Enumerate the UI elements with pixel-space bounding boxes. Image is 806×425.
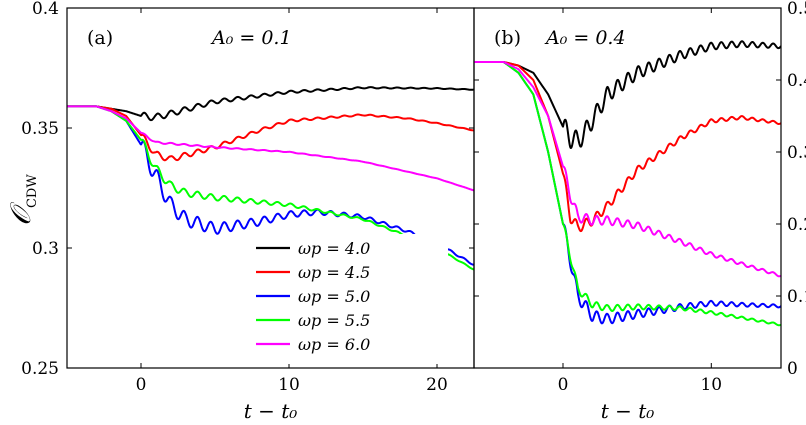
legend: ωp = 4.0 ωp = 4.5 ωp = 5.0 ωp = 5.5 ωp = 6.0 xyxy=(248,234,448,364)
y-tick-label-b-0: 0 xyxy=(787,359,798,379)
legend-label-2: ωp = 5.0 xyxy=(298,287,370,306)
y-tick-label-a-0: 0.25 xyxy=(21,359,59,379)
panel-a-xlabel: t − t₀ xyxy=(244,399,298,423)
y-tick-label-a-1: 0.3 xyxy=(32,239,59,259)
y-tick-label-a-3: 0.4 xyxy=(32,0,59,19)
series-line-a-2 xyxy=(67,105,474,266)
legend-label-4: ωp = 6.0 xyxy=(298,335,370,354)
y-tick-label-a-2: 0.35 xyxy=(21,119,59,139)
series-line-b-0 xyxy=(474,40,781,149)
series-line-b-2 xyxy=(474,61,781,325)
x-tick-label-a-0: 0 xyxy=(136,375,147,395)
series-line-a-0 xyxy=(67,86,474,122)
series-line-a-4 xyxy=(67,105,474,192)
y-axis-label-subscript: CDW xyxy=(25,174,40,208)
series-line-b-1 xyxy=(474,61,781,233)
y-tick-label-b-2: 0.2 xyxy=(787,215,806,235)
legend-label-3: ωp = 5.5 xyxy=(298,311,370,330)
x-tick-label-b-0: 0 xyxy=(558,375,569,395)
panel-b-ticks: 0 10 0 0.1 0.2 0.3 0.4 0.5 xyxy=(474,0,806,395)
y-tick-label-b-5: 0.5 xyxy=(787,0,806,19)
legend-background xyxy=(248,234,448,364)
legend-label-0: ωp = 4.0 xyxy=(298,239,370,258)
series-line-b-3 xyxy=(474,61,781,327)
panel-b: 0 10 0 0.1 0.2 0.3 0.4 0.5 (b) A₀ = 0.4 t − t₀ xyxy=(473,0,806,423)
panel-b-series xyxy=(474,40,781,327)
legend-label-1: ωp = 4.5 xyxy=(298,263,370,282)
panel-b-frame xyxy=(473,7,782,369)
panel-a-ticks: 0 10 20 0.25 0.3 0.35 0.4 xyxy=(21,0,474,395)
series-line-b-4 xyxy=(474,61,781,278)
y-tick-label-b-4: 0.4 xyxy=(787,71,806,91)
x-tick-label-a-1: 10 xyxy=(278,375,300,395)
y-tick-label-b-1: 0.1 xyxy=(787,287,806,307)
panel-b-xlabel: t − t₀ xyxy=(601,399,655,423)
x-tick-label-b-1: 10 xyxy=(700,375,722,395)
panel-a-annotation: A₀ = 0.1 xyxy=(210,27,292,49)
panel-b-label: (b) xyxy=(494,27,521,49)
x-tick-label-a-2: 20 xyxy=(426,375,448,395)
y-tick-label-b-3: 0.3 xyxy=(787,143,806,163)
series-line-a-1 xyxy=(67,105,474,162)
panel-a-label: (a) xyxy=(87,27,113,49)
y-axis-label: 𝒪CDW xyxy=(4,174,40,226)
panel-b-annotation: A₀ = 0.4 xyxy=(544,27,626,49)
